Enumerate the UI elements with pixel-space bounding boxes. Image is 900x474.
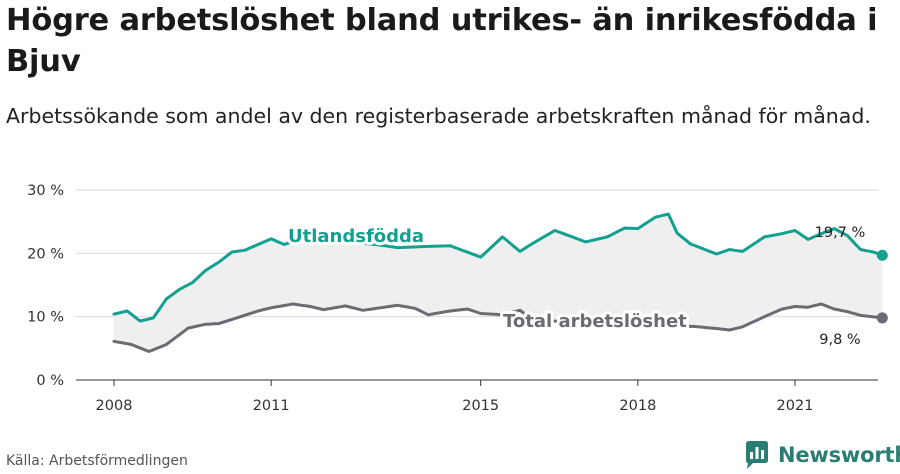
end-value-label-utlandsfodda: 19,7 %: [815, 225, 866, 241]
x-tick-label: 2015: [462, 398, 499, 414]
series-label-halo: Total arbetslöshet: [503, 311, 687, 332]
y-tick-label: 0 %: [36, 373, 64, 389]
series-label-halo: Utlandsfödda: [288, 226, 424, 247]
chart-subtitle: Arbetssökande som andel av den registerb…: [6, 104, 871, 128]
y-tick-label: 10 %: [27, 310, 64, 326]
end-point-utlandsfodda: [876, 249, 888, 261]
end-value-label-total: 9,8 %: [819, 332, 860, 348]
x-tick-label: 2011: [253, 398, 290, 414]
band-between-series: [114, 214, 883, 352]
series-label-utlandsfodda: Utlandsfödda: [288, 226, 424, 247]
end-point-total: [876, 312, 888, 324]
series-layer: [112, 212, 888, 353]
y-tick-label: 20 %: [27, 246, 64, 262]
x-tick-label: 2021: [777, 398, 814, 414]
source-note: Källa: Arbetsförmedlingen: [6, 453, 188, 469]
chart-title: Högre arbetslöshet bland utrikes- än inr…: [6, 3, 878, 79]
line-chart: 0 % 10 % 20 % 30 % 2008 2011 2015 2018 2021 Utla…: [27, 183, 888, 414]
band-layer: [114, 214, 883, 352]
series-label-total: Total arbetslöshet: [503, 311, 687, 332]
series-line-utlandsfodda: [112, 212, 884, 323]
y-tick-label: 30 %: [27, 183, 64, 199]
x-tick-label: 2008: [96, 398, 133, 414]
brand: Newsworthy: [744, 441, 900, 469]
bar-chart-logo-icon: [746, 441, 768, 469]
axis-layer: 0 % 10 % 20 % 30 % 2008 2011 2015 2018 2021: [27, 183, 813, 414]
x-tick-label: 2018: [619, 398, 656, 414]
series-line-total: [112, 302, 884, 353]
brand-name: Newsworthy: [778, 443, 900, 467]
